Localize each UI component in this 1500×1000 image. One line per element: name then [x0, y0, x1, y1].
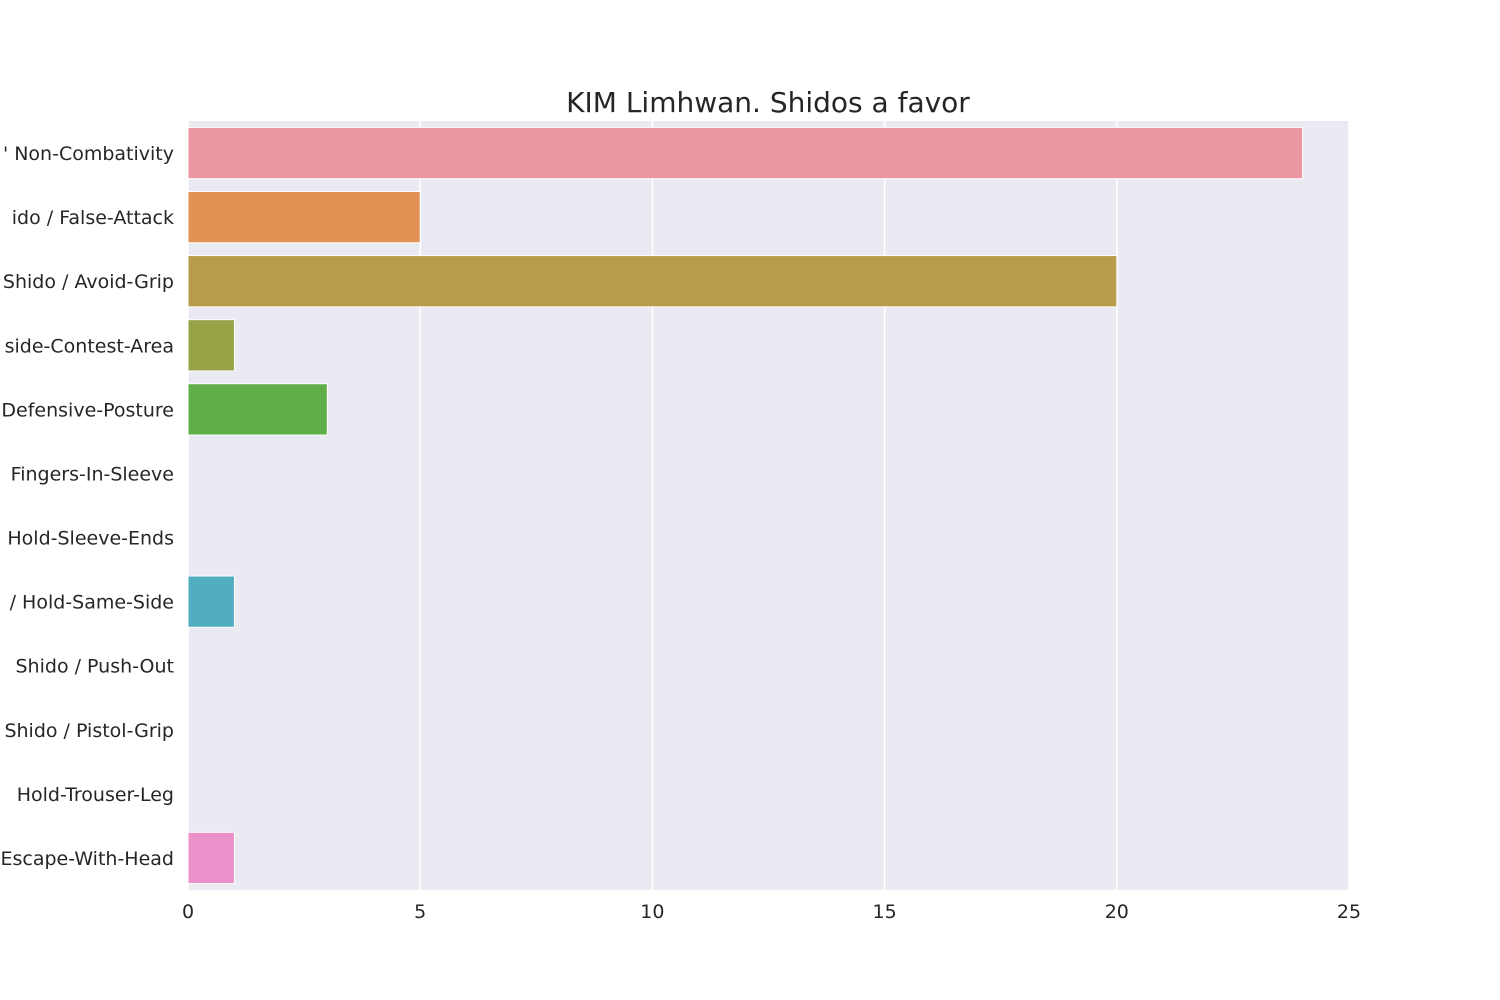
y-tick-label: ido / False-Attack — [12, 207, 174, 229]
y-tick-labels: ' Non-Combativity ido / False-Attack Shido… — [0, 143, 174, 870]
y-tick-label: Hold-Sleeve-Ends — [7, 528, 174, 550]
x-tick-label: 10 — [640, 901, 664, 923]
y-tick-label: ' Non-Combativity — [3, 143, 174, 165]
x-tick-label: 15 — [873, 901, 897, 923]
grid-lines — [187, 121, 1350, 890]
bar — [187, 255, 1118, 308]
x-tick-label: 25 — [1337, 901, 1361, 923]
bars — [187, 126, 1304, 885]
plot-area — [188, 121, 1349, 890]
bar — [187, 126, 1304, 180]
bar — [187, 575, 235, 628]
x-tick-labels: 0 5 10 15 20 25 — [182, 901, 1361, 923]
bar — [187, 831, 235, 885]
bar — [187, 319, 235, 372]
x-tick-label: 20 — [1105, 901, 1129, 923]
bar — [187, 190, 421, 244]
x-tick-label: 5 — [414, 901, 426, 923]
y-tick-label: Shido / Avoid-Grip — [3, 271, 174, 293]
y-tick-label: / Hold-Same-Side — [10, 592, 174, 614]
chart-title: KIM Limhwan. Shidos a favor — [566, 86, 970, 119]
y-tick-label: Shido / Pistol-Grip — [4, 720, 174, 742]
y-tick-label: Fingers-In-Sleeve — [11, 463, 174, 485]
y-tick-label: Escape-With-Head — [0, 848, 174, 870]
bar — [187, 383, 328, 436]
y-tick-label: side-Contest-Area — [5, 335, 174, 357]
y-tick-label: Hold-Trouser-Leg — [17, 784, 174, 806]
y-tick-label: Shido / Push-Out — [16, 656, 175, 678]
y-tick-label: Defensive-Posture — [1, 399, 174, 421]
x-tick-label: 0 — [182, 901, 194, 923]
